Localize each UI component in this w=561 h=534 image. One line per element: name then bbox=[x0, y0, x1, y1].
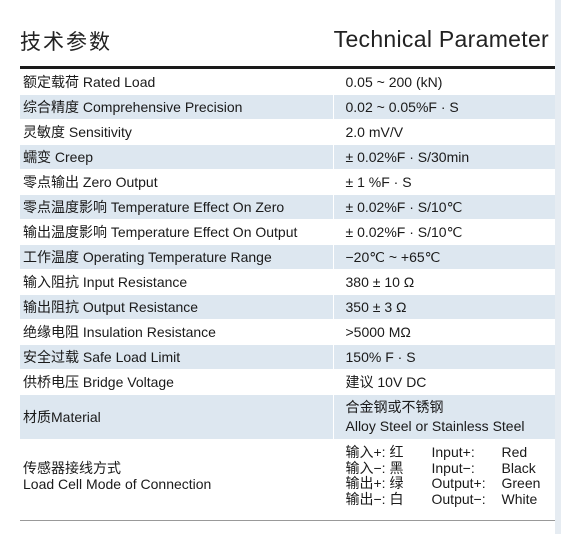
wire-cn: 输出−: 白 bbox=[345, 490, 404, 507]
table-row: 绝缘电阻 Insulation Resistance >5000 MΩ bbox=[20, 319, 555, 345]
connection-label-cn: 传感器接线方式 bbox=[23, 460, 121, 476]
spec-table: 额定载荷 Rated Load 0.05 ~ 200 (kN) 综合精度 Com… bbox=[20, 70, 555, 513]
wire-en: Output−: bbox=[431, 490, 486, 507]
row-label: 绝缘电阻 Insulation Resistance bbox=[20, 319, 334, 345]
row-label: 灵敏度 Sensitivity bbox=[20, 119, 334, 145]
row-label: 额定载荷 Rated Load bbox=[20, 70, 334, 95]
row-label: 输入阻抗 Input Resistance bbox=[20, 269, 334, 295]
connection-value: 输入+: 红 Input+: Red 输入−: 黑 Input−: Black … bbox=[333, 439, 556, 513]
table-row: 供桥电压 Bridge Voltage 建议 10V DC bbox=[20, 369, 555, 395]
wire-cn: 输入−: 黑 bbox=[345, 459, 404, 476]
row-value: ± 0.02%F · S/10℃ bbox=[333, 194, 555, 220]
table-row: 额定载荷 Rated Load 0.05 ~ 200 (kN) bbox=[20, 70, 555, 95]
wire-color: Green bbox=[501, 475, 541, 491]
wire-color: Black bbox=[501, 459, 536, 476]
wire-cn: 输出+: 绿 bbox=[345, 475, 404, 491]
table-row: 零点温度影响 Temperature Effect On Zero ± 0.02… bbox=[20, 194, 555, 220]
wire-en: Input−: bbox=[431, 459, 475, 476]
table-row: 安全过载 Safe Load Limit 150% F · S bbox=[20, 344, 555, 370]
row-value: ± 1 %F · S bbox=[333, 169, 555, 195]
table-row: 输出阻抗 Output Resistance 350 ± 3 Ω bbox=[20, 294, 555, 320]
row-value: 350 ± 3 Ω bbox=[333, 294, 555, 320]
connection-row: 传感器接线方式 Load Cell Mode of Connection 输入+… bbox=[20, 439, 556, 513]
wire-en: Output+: bbox=[431, 475, 486, 491]
title-chinese: 技术参数 bbox=[20, 30, 112, 54]
material-value-cn: 合金钢或不锈钢 bbox=[345, 399, 444, 415]
header: 技术参数 Technical Parameter bbox=[0, 0, 561, 66]
row-value: ± 0.02%F · S/30min bbox=[333, 144, 555, 170]
row-label: 工作温度 Operating Temperature Range bbox=[20, 244, 334, 270]
table-row: 输入阻抗 Input Resistance 380 ± 10 Ω bbox=[20, 269, 555, 295]
connection-label-en: Load Cell Mode of Connection bbox=[23, 476, 212, 492]
row-value: ± 0.02%F · S/10℃ bbox=[333, 219, 555, 245]
row-label: 输出阻抗 Output Resistance bbox=[20, 294, 334, 320]
row-label: 零点温度影响 Temperature Effect On Zero bbox=[20, 194, 334, 220]
wire-en: Input+: bbox=[431, 444, 475, 460]
row-value: 380 ± 10 Ω bbox=[333, 269, 555, 295]
row-value: −20℃ ~ +65℃ bbox=[333, 244, 555, 270]
material-row: 材质Material 合金钢或不锈钢 Alloy Steel or Stainl… bbox=[20, 394, 555, 440]
table-row: 零点输出 Zero Output ± 1 %F · S bbox=[20, 169, 555, 195]
page-edge-strip bbox=[555, 0, 561, 534]
material-value: 合金钢或不锈钢 Alloy Steel or Stainless Steel bbox=[333, 394, 555, 440]
material-label: 材质Material bbox=[20, 394, 334, 440]
row-label: 综合精度 Comprehensive Precision bbox=[20, 94, 334, 120]
title-english: Technical Parameter bbox=[333, 26, 549, 52]
row-label: 蠕变 Creep bbox=[20, 144, 334, 170]
wire-color: White bbox=[501, 490, 538, 507]
row-label: 输出温度影响 Temperature Effect On Output bbox=[20, 219, 334, 245]
material-value-en: Alloy Steel or Stainless Steel bbox=[345, 418, 525, 434]
table-row: 灵敏度 Sensitivity 2.0 mV/V bbox=[20, 119, 555, 145]
row-label: 安全过载 Safe Load Limit bbox=[20, 344, 334, 370]
wiring-list: 输入+: 红 Input+: Red 输入−: 黑 Input−: Black … bbox=[345, 444, 556, 507]
row-label: 零点输出 Zero Output bbox=[20, 169, 334, 195]
table-row: 输出温度影响 Temperature Effect On Output ± 0.… bbox=[20, 219, 555, 245]
wire-color: Red bbox=[501, 444, 528, 460]
row-value: >5000 MΩ bbox=[333, 319, 555, 345]
row-value: 0.05 ~ 200 (kN) bbox=[333, 70, 555, 95]
row-value: 150% F · S bbox=[333, 344, 555, 370]
wire-cn: 输入+: 红 bbox=[345, 444, 404, 460]
row-value: 0.02 ~ 0.05%F · S bbox=[333, 94, 555, 120]
table-row: 综合精度 Comprehensive Precision 0.02 ~ 0.05… bbox=[20, 94, 555, 120]
bottom-rule bbox=[20, 520, 555, 521]
row-value: 2.0 mV/V bbox=[333, 119, 555, 145]
row-value: 建议 10V DC bbox=[333, 369, 555, 395]
top-rule bbox=[20, 66, 555, 69]
table-row: 工作温度 Operating Temperature Range −20℃ ~ … bbox=[20, 244, 555, 270]
row-label: 供桥电压 Bridge Voltage bbox=[20, 369, 334, 395]
connection-label: 传感器接线方式 Load Cell Mode of Connection bbox=[20, 439, 334, 513]
table-row: 蠕变 Creep ± 0.02%F · S/30min bbox=[20, 144, 555, 170]
